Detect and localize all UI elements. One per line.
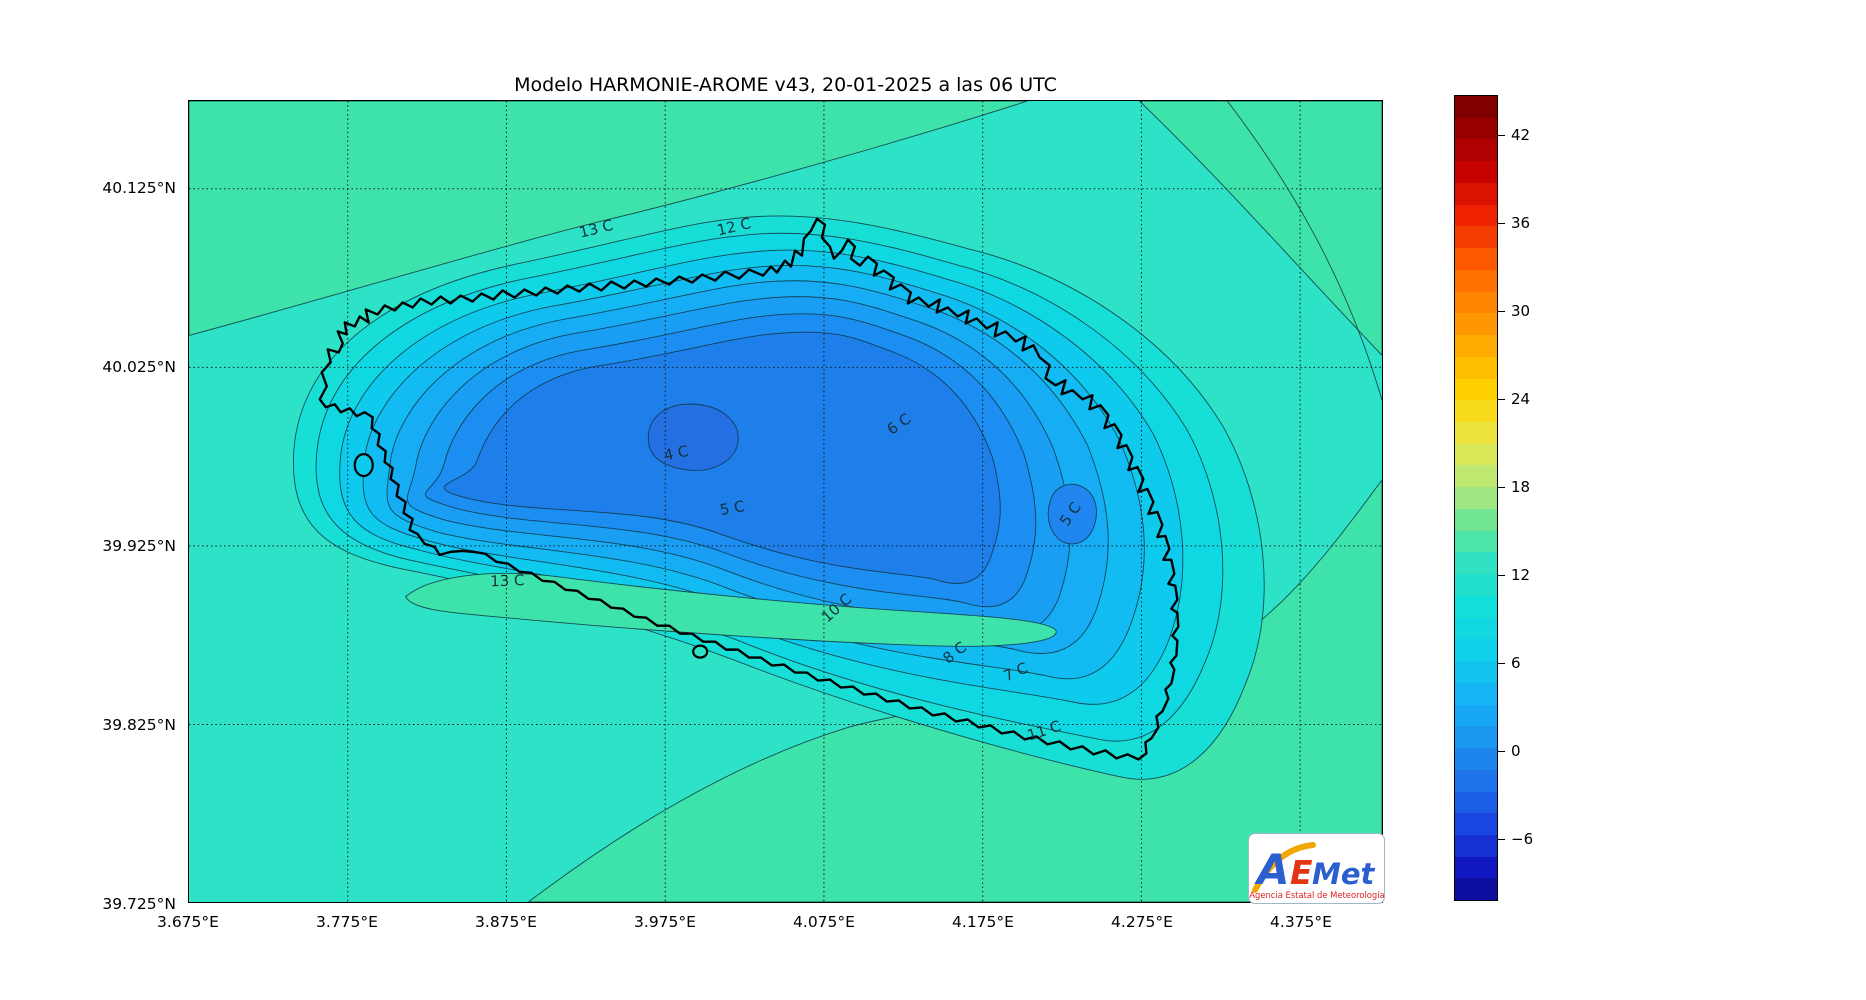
aemet-swoosh: [1252, 842, 1316, 893]
colorbar-band: [1455, 748, 1497, 770]
colorbar-band: [1455, 443, 1497, 466]
colorbar-band: [1455, 704, 1497, 727]
contour-map-svg: 13 C 12 C 4 C 6 C 5 C 13 C 10 C 8 C 7 C …: [189, 101, 1382, 902]
colorbar-tick-label: 0: [1511, 742, 1521, 761]
colorbar-band: [1455, 204, 1497, 227]
colorbar-tick-label: 18: [1511, 477, 1531, 496]
colorbar-tick-mark: [1498, 310, 1505, 312]
colorbar-tick-label: 36: [1511, 213, 1531, 232]
aemet-subtitle: Agencia Estatal de Meteorología: [1249, 890, 1384, 900]
coastline-menorca: [318, 217, 1180, 761]
colorbar-band: [1455, 378, 1497, 401]
contour-label-5c-west: 5 C: [718, 497, 745, 519]
colorbar-band: [1455, 530, 1497, 553]
colorbar-tick-mark: [1498, 222, 1505, 224]
colorbar-band: [1455, 182, 1497, 205]
colorbar-band: [1455, 552, 1497, 575]
contour-blob-4c: [647, 403, 739, 471]
islet-south: [692, 644, 709, 659]
colorbar-band: [1455, 117, 1497, 140]
aemet-wordmark-e: E: [1290, 853, 1313, 892]
x-tick-label: 4.275°E: [1111, 913, 1173, 931]
colorbar-tick-mark: [1498, 486, 1505, 488]
plot-title: Modelo HARMONIE-AROME v43, 20-01-2025 a …: [514, 74, 1057, 96]
y-tick-label: 40.025°N: [102, 358, 176, 376]
colorbar-band: [1455, 248, 1497, 270]
colorbar-tick-mark: [1498, 398, 1505, 400]
colorbar-tick-mark: [1498, 575, 1505, 577]
colorbar-band: [1455, 769, 1497, 792]
colorbar-tick-label: 12: [1511, 566, 1531, 585]
aemet-wordmark-met: Met: [1312, 857, 1376, 891]
y-tick-label: 39.725°N: [102, 895, 176, 913]
colorbar-band: [1455, 682, 1497, 705]
colorbar-tick-label: 6: [1511, 654, 1521, 673]
colorbar-tick-label: 42: [1511, 125, 1531, 144]
contour-label-4c: 4 C: [662, 442, 690, 465]
colorbar-band: [1455, 313, 1497, 336]
colorbar-band: [1455, 226, 1497, 249]
x-tick-label: 4.375°E: [1270, 913, 1332, 931]
colorbar-band: [1455, 878, 1497, 901]
colorbar-tick-label: −6: [1511, 830, 1534, 849]
colorbar-band: [1455, 356, 1497, 379]
colorbar-band: [1455, 834, 1497, 857]
colorbar-tick-mark: [1498, 839, 1505, 841]
colorbar-band: [1455, 508, 1497, 531]
contour-blob-5c-east: [1047, 483, 1097, 545]
map-plot-area: 13 C 12 C 4 C 6 C 5 C 13 C 10 C 8 C 7 C …: [188, 100, 1383, 903]
colorbar-band: [1455, 791, 1497, 814]
warm-patch-south-13c: [405, 572, 1057, 647]
colorbar-tick-mark: [1498, 751, 1505, 753]
colorbar-band: [1455, 813, 1497, 835]
temperature-colorbar: [1454, 95, 1498, 901]
islet-west: [353, 453, 374, 478]
aemet-logo: A E Met Agencia Estatal de Meteorología: [1248, 833, 1385, 904]
colorbar-band: [1455, 465, 1497, 488]
colorbar-band: [1455, 422, 1497, 444]
colorbar-band: [1455, 269, 1497, 292]
colorbar-tick-label: 30: [1511, 301, 1531, 320]
colorbar-band: [1455, 639, 1497, 662]
x-tick-label: 4.175°E: [952, 913, 1014, 931]
warm-region-top-left: [189, 101, 1028, 336]
y-tick-label: 39.825°N: [102, 716, 176, 734]
warm-region-top-right: [1138, 101, 1382, 357]
colorbar-band: [1455, 96, 1497, 118]
colorbar-band: [1455, 487, 1497, 509]
colorbar-band: [1455, 335, 1497, 357]
colorbar-band: [1455, 139, 1497, 162]
contour-line-top-right-inner: [1226, 101, 1382, 401]
colorbar-band: [1455, 291, 1497, 314]
colorbar-band: [1455, 856, 1497, 879]
colorbar-band: [1455, 595, 1497, 618]
graticule: [189, 101, 1382, 902]
colorbar-band: [1455, 726, 1497, 749]
x-tick-label: 4.075°E: [793, 913, 855, 931]
colorbar-band: [1455, 661, 1497, 683]
colorbar-band: [1455, 574, 1497, 596]
y-tick-label: 39.925°N: [102, 537, 176, 555]
y-tick-label: 40.125°N: [102, 179, 176, 197]
colorbar-tick-mark: [1498, 134, 1505, 136]
colorbar-tick-label: 24: [1511, 389, 1531, 408]
aemet-logo-svg: A E Met Agencia Estatal de Meteorología: [1249, 842, 1385, 900]
x-tick-label: 3.875°E: [475, 913, 537, 931]
aemet-wordmark-a: A: [1254, 845, 1290, 894]
x-tick-label: 3.775°E: [316, 913, 378, 931]
colorbar-tick-mark: [1498, 663, 1505, 665]
x-tick-label: 3.975°E: [634, 913, 696, 931]
contour-label-13c-south: 13 C: [490, 571, 525, 590]
x-tick-label: 3.675°E: [157, 913, 219, 931]
colorbar-band: [1455, 617, 1497, 640]
colorbar-band: [1455, 400, 1497, 423]
colorbar-band: [1455, 161, 1497, 183]
